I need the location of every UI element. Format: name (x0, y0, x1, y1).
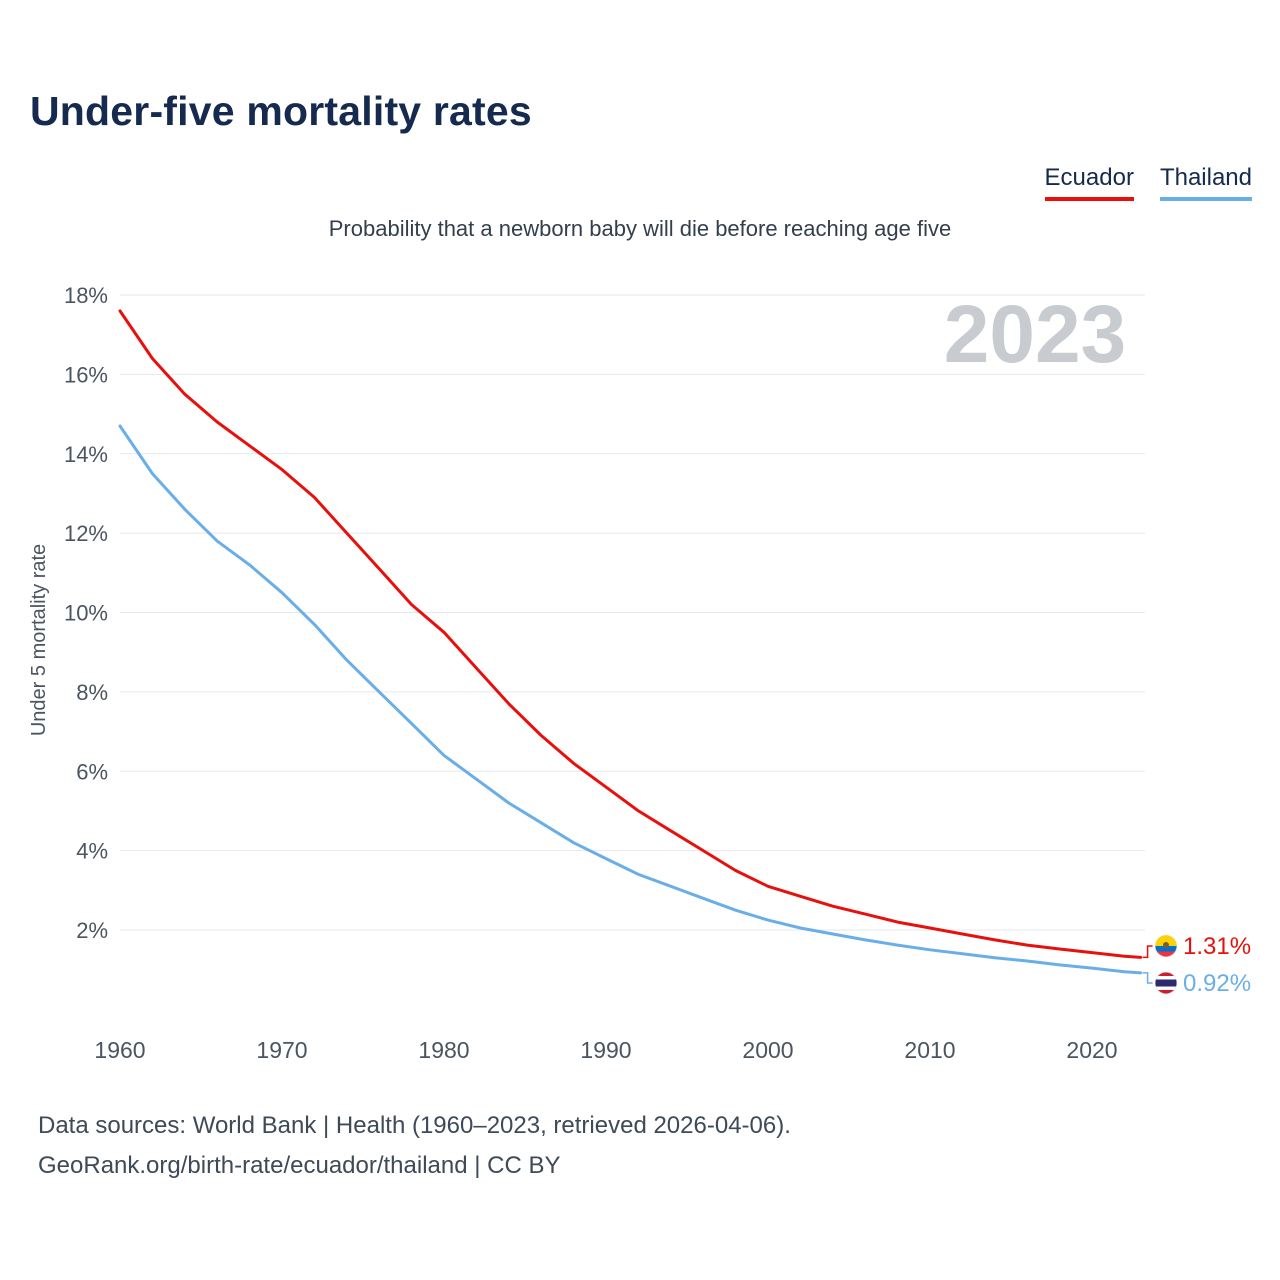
y-tick-label: 10% (64, 601, 108, 626)
end-value-label-thailand: 0.92% (1183, 970, 1251, 997)
series-line-thailand (118, 424, 1143, 975)
chart-legend: Ecuador Thailand (1044, 164, 1252, 201)
data-sources: Data sources: World Bank | Health (1960–… (38, 1112, 791, 1139)
y-axis-label: Under 5 mortality rate (28, 544, 50, 736)
x-tick-label: 2020 (1066, 1037, 1117, 1063)
ecuador-flag-icon (1155, 935, 1177, 957)
end-value-label-ecuador: 1.31% (1183, 933, 1251, 960)
end-label-connector (1142, 945, 1153, 959)
x-tick-label: 1980 (418, 1037, 469, 1063)
y-tick-label: 18% (64, 283, 108, 308)
y-tick-label: 16% (64, 362, 108, 387)
y-tick-label: 2% (76, 918, 108, 943)
legend-item-ecuador[interactable]: Ecuador (1044, 164, 1134, 201)
chart-subtitle: Probability that a newborn baby will die… (328, 216, 952, 241)
x-tick-label: 1990 (580, 1037, 631, 1063)
end-label-connector (1142, 972, 1153, 984)
series-line-ecuador (118, 309, 1143, 959)
year-watermark: 2023 (944, 289, 1126, 380)
x-tick-label: 1970 (256, 1037, 307, 1063)
page-title: Under-five mortality rates (30, 88, 532, 134)
y-tick-label: 6% (76, 759, 108, 784)
chart-footer: Data sources: World Bank | Health (1960–… (38, 1106, 791, 1186)
legend-item-thailand[interactable]: Thailand (1159, 164, 1252, 201)
attribution: GeoRank.org/birth-rate/ecuador/thailand … (38, 1152, 561, 1179)
x-tick-label: 1960 (94, 1037, 145, 1063)
y-tick-label: 14% (64, 442, 108, 467)
x-tick-label: 2000 (742, 1037, 793, 1063)
y-tick-label: 8% (76, 680, 108, 705)
thailand-flag-icon (1155, 972, 1177, 994)
y-tick-label: 4% (76, 839, 108, 864)
x-tick-label: 2010 (904, 1037, 955, 1063)
y-tick-label: 12% (64, 521, 108, 546)
